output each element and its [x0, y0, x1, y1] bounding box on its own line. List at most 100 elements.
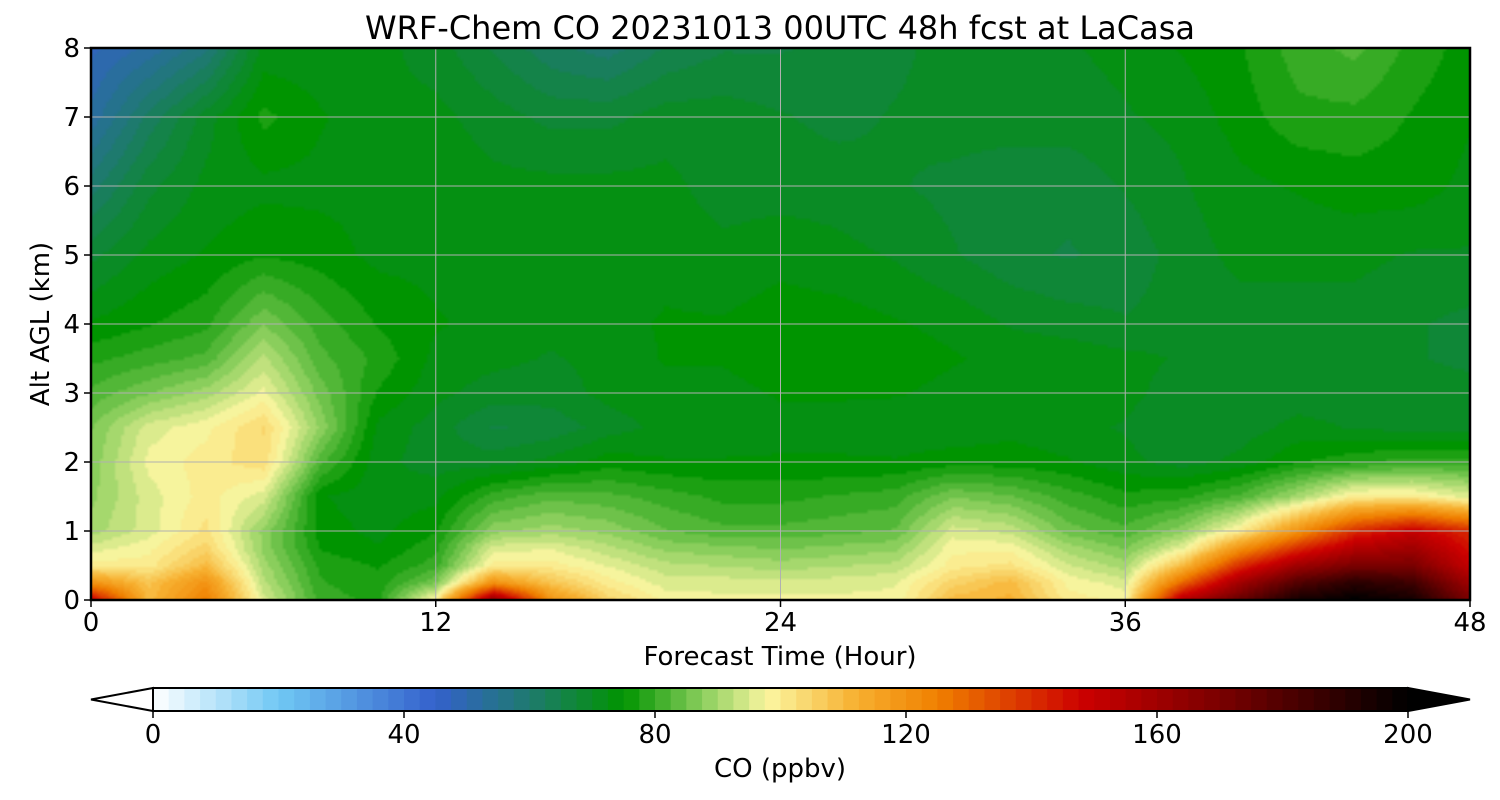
colorbar-swatch — [1047, 688, 1064, 711]
colorbar-swatches — [153, 688, 1409, 711]
grid-lines — [91, 48, 1470, 600]
colorbar-swatch — [858, 688, 876, 711]
colorbar-swatch — [153, 688, 170, 711]
colorbar-swatch — [607, 688, 625, 711]
colorbar-swatch — [984, 688, 1001, 711]
colorbar-swatch — [968, 688, 986, 711]
colorbar-swatch — [1000, 688, 1017, 711]
colorbar-swatch — [1219, 688, 1237, 711]
colorbar-tick-label: 160 — [1132, 720, 1182, 750]
colorbar-frame — [152, 687, 1409, 712]
colorbar-swatch — [1188, 688, 1205, 711]
colorbar-swatch — [1204, 688, 1221, 711]
colorbar-swatch — [529, 688, 546, 711]
colorbar-swatch — [764, 688, 782, 711]
colorbar-swatch — [1031, 688, 1048, 711]
colorbar-swatch — [733, 688, 750, 711]
colorbar-swatch — [200, 688, 217, 711]
colorbar-swatch — [796, 688, 813, 711]
colorbar-label: CO (ppbv) — [714, 754, 846, 784]
colorbar-tick-label: 200 — [1383, 720, 1433, 750]
colorbar-swatch — [1062, 688, 1080, 711]
colorbar-swatch — [231, 688, 248, 711]
colorbar-swatch — [356, 688, 374, 711]
colorbar-swatch — [404, 688, 421, 711]
colorbar-ticks: 0 40 80 120 160 200 — [145, 711, 1433, 750]
x-tick-label: 48 — [1453, 608, 1486, 638]
colorbar-swatch — [451, 688, 468, 711]
colorbar-swatch — [435, 688, 452, 711]
chart-title: WRF-Chem CO 20231013 00UTC 48h fcst at L… — [365, 9, 1195, 47]
colorbar-swatch — [686, 688, 703, 711]
colorbar-swatch — [388, 688, 405, 711]
colorbar-swatch — [1329, 688, 1346, 711]
colorbar-swatch — [466, 688, 484, 711]
y-tick-label: 0 — [63, 586, 80, 616]
y-tick-label: 7 — [63, 103, 80, 133]
colorbar-swatch — [372, 688, 389, 711]
colorbar: 0 40 80 120 160 200 CO (ppbv) — [90, 686, 1471, 784]
colorbar-swatch — [749, 688, 766, 711]
colorbar-swatch — [623, 688, 640, 711]
colorbar-swatch — [247, 688, 264, 711]
colorbar-swatch — [215, 688, 233, 711]
y-axis-label: Alt AGL (km) — [26, 242, 56, 406]
y-tick-label: 5 — [63, 241, 80, 271]
colorbar-tick-label: 40 — [387, 720, 420, 750]
colorbar-swatch — [576, 688, 593, 711]
colorbar-swatch — [874, 688, 891, 711]
colorbar-extend-min-arrow — [90, 686, 154, 713]
colorbar-swatch — [1251, 688, 1268, 711]
y-tick-label: 4 — [63, 310, 80, 340]
colorbar-swatch — [592, 688, 609, 711]
colorbar-swatch — [937, 688, 954, 711]
colorbar-swatch — [1109, 688, 1127, 711]
colorbar-swatch — [1015, 688, 1033, 711]
colorbar-swatch — [1392, 688, 1409, 711]
colorbar-swatch — [953, 688, 970, 711]
colorbar-swatch — [309, 688, 327, 711]
colorbar-tick-label: 120 — [881, 720, 931, 750]
colorbar-swatch — [1298, 688, 1315, 711]
colorbar-swatch — [419, 688, 436, 711]
colorbar-swatch — [513, 688, 531, 711]
colorbar-swatch — [1360, 688, 1378, 711]
colorbar-swatch — [811, 688, 829, 711]
colorbar-swatch — [1125, 688, 1142, 711]
colorbar-swatch — [890, 688, 907, 711]
colorbar-swatch — [1141, 688, 1158, 711]
colorbar-tick-label: 80 — [638, 720, 671, 750]
colorbar-swatch — [780, 688, 797, 711]
colorbar-swatch — [1157, 688, 1174, 711]
colorbar-swatch — [1172, 688, 1189, 711]
colorbar-swatch — [184, 688, 201, 711]
x-tick-label: 36 — [1109, 608, 1142, 638]
y-tick-label: 1 — [63, 517, 80, 547]
colorbar-swatch — [262, 688, 280, 711]
colorbar-swatch — [560, 688, 578, 711]
colorbar-swatch — [921, 688, 938, 711]
colorbar-swatch — [670, 688, 687, 711]
colorbar-swatch — [168, 688, 185, 711]
colorbar-swatch — [639, 688, 656, 711]
colorbar-swatch — [1282, 688, 1299, 711]
x-axis-ticks: 0 12 24 36 48 — [83, 600, 1487, 638]
colorbar-swatch — [545, 688, 562, 711]
colorbar-swatch — [1094, 688, 1111, 711]
y-tick-label: 8 — [63, 34, 80, 64]
colorbar-swatch — [702, 688, 719, 711]
y-tick-label: 3 — [63, 379, 80, 409]
colorbar-extend-max-arrow — [1407, 686, 1471, 713]
y-tick-label: 2 — [63, 448, 80, 478]
colorbar-swatch — [325, 688, 342, 711]
colorbar-swatch — [1376, 688, 1393, 711]
colorbar-swatch — [341, 688, 358, 711]
colorbar-swatch — [294, 688, 311, 711]
x-axis-label: Forecast Time (Hour) — [643, 642, 916, 672]
colorbar-swatch — [1266, 688, 1284, 711]
colorbar-swatch — [498, 688, 515, 711]
colorbar-swatch — [1313, 688, 1331, 711]
colorbar-swatch — [717, 688, 735, 711]
colorbar-swatch — [482, 688, 499, 711]
